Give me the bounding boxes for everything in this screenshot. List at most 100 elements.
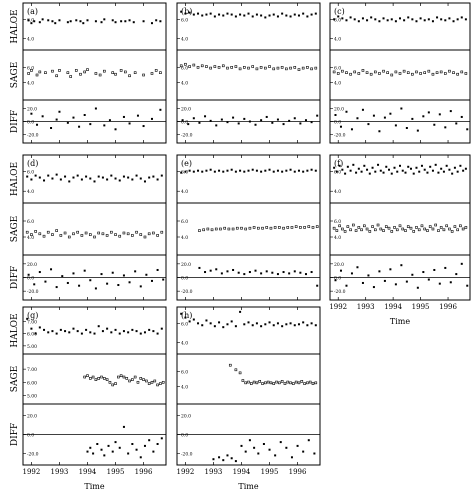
data-point	[258, 379, 262, 383]
data-point	[80, 178, 83, 181]
data-point	[248, 120, 251, 123]
y-tick-label: 6.00	[27, 332, 37, 338]
data-point	[416, 286, 419, 289]
row-label: SAGE	[10, 62, 20, 88]
data-point	[379, 169, 382, 172]
data-point	[439, 70, 443, 74]
data-point	[411, 117, 414, 120]
data-point	[145, 379, 148, 383]
data-point	[127, 452, 130, 455]
data-point	[66, 281, 69, 284]
data-point	[66, 71, 70, 74]
data-point	[268, 321, 271, 324]
data-point	[285, 169, 288, 172]
row-label: HALOE	[10, 9, 20, 43]
data-point	[334, 279, 337, 282]
data-point	[41, 18, 44, 21]
data-point	[83, 269, 86, 272]
data-point	[114, 441, 117, 444]
data-point	[63, 231, 67, 235]
data-point	[415, 20, 418, 23]
data-point	[252, 380, 256, 384]
data-point	[51, 233, 54, 236]
data-point	[160, 327, 163, 330]
data-point	[288, 272, 291, 275]
panel-frame	[22, 2, 167, 144]
data-point	[51, 20, 54, 23]
data-point	[379, 227, 383, 231]
data-point	[272, 170, 275, 173]
data-point	[297, 381, 301, 385]
y-tick-label: -20.0	[181, 289, 193, 295]
x-tick-label: 1992	[22, 468, 40, 476]
y-tick-label: 0.0	[181, 276, 188, 282]
data-point	[357, 20, 360, 23]
data-point	[429, 165, 432, 168]
panel-c: (c) 4.0 6.0 4.0 6.0 -20.0 0.0 20.0	[329, 2, 471, 144]
data-point	[198, 121, 201, 124]
y-tick-label: 4.0	[334, 36, 341, 42]
data-point	[250, 382, 253, 385]
data-point	[243, 170, 246, 173]
data-point	[238, 371, 242, 375]
y-tick-label: 4.0	[27, 81, 34, 87]
data-point	[226, 323, 229, 326]
data-point	[72, 327, 75, 330]
y-tick-label: 0.0	[181, 433, 188, 439]
y-tick-label: 6.0	[334, 65, 341, 71]
data-point	[281, 12, 284, 15]
data-point	[122, 175, 125, 178]
data-point	[43, 179, 46, 182]
data-point	[100, 448, 103, 451]
data-point	[345, 71, 348, 74]
data-point	[111, 450, 114, 453]
data-point	[38, 232, 42, 236]
data-point	[94, 378, 98, 381]
data-point	[260, 272, 263, 275]
data-point	[242, 66, 246, 69]
data-point	[398, 72, 402, 75]
data-point	[139, 233, 143, 236]
data-point	[122, 330, 125, 333]
data-point	[213, 15, 216, 18]
data-point	[261, 226, 264, 230]
data-point	[301, 66, 305, 70]
data-point	[226, 12, 229, 15]
data-point	[368, 230, 372, 233]
data-point	[286, 380, 290, 384]
y-tick-label: 20.0	[334, 107, 344, 113]
panel-frame	[22, 306, 167, 466]
data-point	[30, 22, 33, 25]
data-point	[228, 363, 232, 367]
data-point	[83, 70, 86, 74]
data-point	[226, 270, 229, 273]
panel-frame	[176, 2, 321, 144]
data-point	[420, 164, 423, 167]
data-point	[297, 68, 301, 71]
data-point	[120, 20, 123, 23]
data-point	[431, 169, 434, 172]
data-point	[111, 383, 115, 387]
data-point	[142, 73, 145, 77]
data-point	[152, 175, 155, 178]
panel-label: (b)	[181, 7, 192, 16]
data-point	[43, 328, 46, 331]
data-point	[218, 321, 221, 324]
data-point	[30, 233, 33, 236]
data-point	[431, 72, 435, 76]
data-point	[253, 446, 256, 449]
data-point	[118, 332, 121, 335]
data-point	[27, 273, 30, 276]
data-point	[404, 171, 407, 174]
y-tick-label: 6.0	[181, 369, 188, 375]
data-point	[275, 380, 278, 384]
y-tick-label: 0.0	[181, 120, 188, 126]
data-point	[197, 12, 200, 15]
data-point	[360, 228, 363, 232]
y-tick-label: 6.00	[27, 380, 37, 386]
data-point	[110, 230, 113, 234]
data-point	[314, 169, 317, 172]
data-point	[230, 457, 233, 460]
data-point	[456, 170, 459, 173]
data-point	[106, 327, 109, 330]
